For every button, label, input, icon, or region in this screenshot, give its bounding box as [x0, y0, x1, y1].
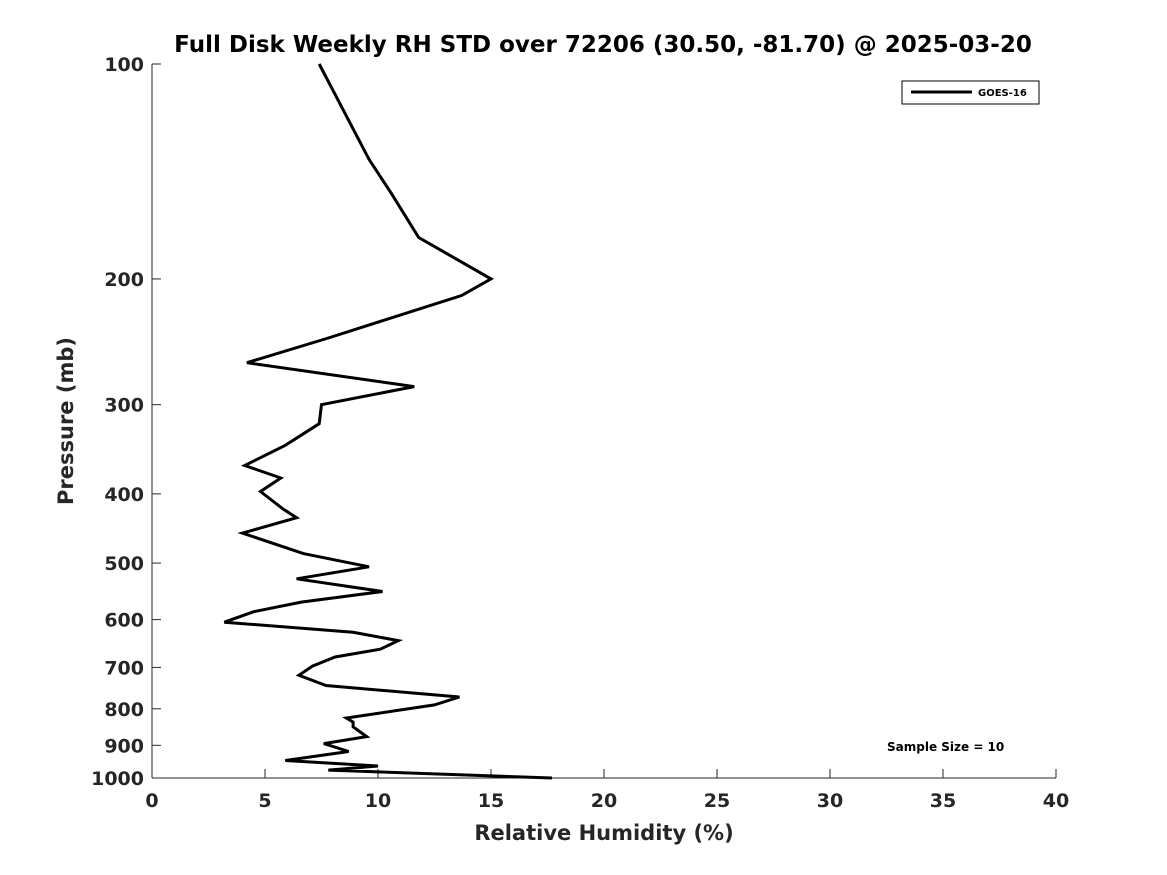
x-tick-label: 15 [478, 790, 504, 812]
x-tick-label: 20 [591, 790, 617, 812]
x-tick-label: 25 [704, 790, 730, 812]
y-axis-label: Pressure (mb) [54, 337, 78, 505]
series-points [224, 63, 553, 779]
x-axis-ticks: 0 5 10 15 20 25 30 35 40 [145, 769, 1069, 812]
x-tick-label: 35 [930, 790, 956, 812]
y-tick-label: 300 [104, 395, 144, 417]
x-tick-label: 30 [817, 790, 843, 812]
sample-size-annotation: Sample Size = 10 [887, 740, 1004, 754]
y-tick-label: 500 [104, 553, 144, 575]
y-tick-label: 600 [104, 610, 144, 632]
legend-label-goes-16: GOES-16 [978, 88, 1027, 99]
y-tick-label: 100 [104, 54, 144, 76]
x-tick-label: 40 [1043, 790, 1069, 812]
y-tick-label: 1000 [91, 768, 144, 790]
y-axis-ticks: 100 200 300 400 500 600 700 800 900 1000 [91, 54, 161, 790]
x-tick-label: 10 [365, 790, 391, 812]
y-tick-label: 900 [104, 735, 144, 757]
legend: GOES-16 [901, 80, 1040, 105]
x-axis-label: Relative Humidity (%) [474, 821, 733, 845]
y-tick-label: 800 [104, 699, 144, 721]
x-tick-label: 0 [145, 790, 158, 812]
y-tick-label: 400 [104, 484, 144, 506]
chart-title: Full Disk Weekly RH STD over 72206 (30.5… [174, 32, 1032, 58]
y-tick-label: 700 [104, 657, 144, 679]
x-tick-label: 5 [258, 790, 271, 812]
series-line-goes-16 [223, 63, 553, 780]
y-tick-label: 200 [104, 269, 144, 291]
